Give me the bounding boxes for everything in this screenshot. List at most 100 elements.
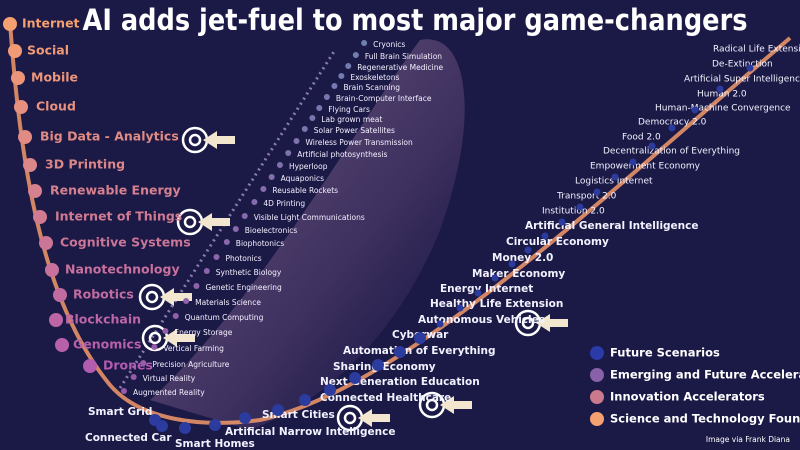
node-label: Smart Grid (88, 406, 152, 418)
node-dot (179, 422, 191, 434)
node-dot (232, 226, 239, 232)
node-label: Genomics (73, 337, 141, 352)
node-dot (323, 94, 330, 100)
legend-dot (590, 412, 604, 426)
node-dot (491, 274, 499, 282)
node-label: Radical Life Extension (713, 45, 800, 55)
node-label: Cloud (36, 99, 76, 114)
node-label: Cryonics (373, 40, 405, 49)
node-dot (436, 320, 444, 328)
node-dot (276, 162, 283, 168)
node-label: Artificial General Intelligence (525, 220, 699, 232)
node-label: Vertical Farming (163, 344, 224, 353)
node-label: Biophotonics (236, 239, 284, 248)
arrow-icons (138, 126, 568, 432)
node-label: Bioelectronics (245, 226, 298, 235)
node-label: Flying Cars (328, 105, 370, 114)
node-dot (668, 124, 676, 132)
node-label: Money 2.0 (492, 252, 553, 264)
node-dot (648, 142, 656, 150)
icon-core (145, 290, 159, 304)
node-label: Exoskeletons (350, 73, 399, 82)
node-label: Cognitive Systems (60, 235, 191, 250)
node-dot (203, 268, 210, 274)
node-dot (268, 174, 275, 180)
icon-core (183, 215, 197, 229)
node-label: Social (27, 43, 69, 58)
node-dot (239, 412, 251, 424)
node-label: Connected Car (85, 432, 172, 444)
node-dot (172, 313, 179, 319)
legend-label: Future Scenarios (610, 346, 720, 360)
node-label: Mobile (31, 70, 78, 85)
node-label: Decentralization of Everything (603, 147, 740, 157)
node-dot (241, 213, 248, 219)
node-label: Hyperloop (289, 162, 328, 171)
node-dot (55, 338, 69, 352)
legend-label: Science and Technology Foundation (610, 412, 800, 426)
node-label: Energy Internet (440, 283, 533, 295)
icon-core (188, 133, 202, 147)
icon-arrow (160, 288, 192, 306)
node-label: Artificial photosynthesis (297, 150, 387, 159)
node-label: Human-Machine Convergence (655, 104, 791, 114)
icon-arrow (440, 396, 472, 414)
node-dot (83, 359, 97, 373)
node-label: Circular Economy (506, 236, 609, 248)
node-label: Solar Power Satellites (314, 126, 395, 135)
node-label: 3D Printing (45, 157, 125, 172)
node-label: Synthetic Biology (216, 268, 282, 277)
glow-band (150, 39, 465, 431)
node-label: Democracy 2.0 (638, 118, 707, 128)
node-dot (3, 17, 17, 31)
node-dot (162, 328, 169, 334)
node-label: Robotics (73, 287, 134, 302)
credit: Image via Frank Diana (706, 435, 790, 444)
node-dot (53, 288, 67, 302)
node-dot (345, 63, 352, 69)
legend-label: Innovation Accelerators (610, 390, 765, 404)
node-label: Precision Agriculture (152, 360, 229, 369)
node-dot (524, 246, 532, 254)
node-dot (23, 158, 37, 172)
node-label: Food 2.0 (622, 133, 661, 143)
node-label: Internet (22, 16, 80, 31)
icon-core (521, 316, 535, 330)
node-dot (331, 83, 338, 89)
node-label: Augmented Reality (133, 388, 205, 397)
icon-arrow (536, 314, 568, 332)
node-dot (558, 218, 566, 226)
node-dot (151, 344, 158, 350)
node-dot (456, 304, 464, 312)
node-dot (394, 346, 406, 358)
node-dot (349, 372, 361, 384)
node-label: Next Generation Education (320, 376, 480, 388)
node-dot (140, 360, 147, 366)
node-dot (593, 188, 601, 196)
node-label: Artificial Super Intelligence (684, 75, 800, 85)
node-dot (309, 115, 316, 121)
node-dot (352, 52, 359, 58)
icon-core (425, 398, 439, 412)
node-dot (361, 40, 368, 46)
node-label: Connected Healthcare (320, 392, 451, 404)
node-dot (49, 313, 63, 327)
node-dot (121, 388, 127, 394)
node-dot (285, 150, 292, 156)
node-label: Materials Science (195, 298, 261, 307)
node-dot (11, 71, 25, 85)
node-label: Full Brain Simulation (365, 52, 442, 61)
node-dot (301, 126, 308, 132)
node-label: Drones (103, 358, 153, 373)
node-dot (28, 184, 42, 198)
node-label: Internet of Things (55, 209, 182, 224)
legend-label: Emerging and Future Accelerators (610, 368, 800, 382)
node-label: Nanotechnology (65, 262, 180, 277)
node-dot (338, 73, 345, 79)
node-label: Brain-Computer Interface (336, 94, 432, 103)
node-dot (33, 210, 47, 224)
node-label: Brain Scanning (343, 83, 400, 92)
node-label: Photonics (225, 254, 261, 263)
node-dot (45, 263, 59, 277)
node-dot (130, 374, 137, 380)
